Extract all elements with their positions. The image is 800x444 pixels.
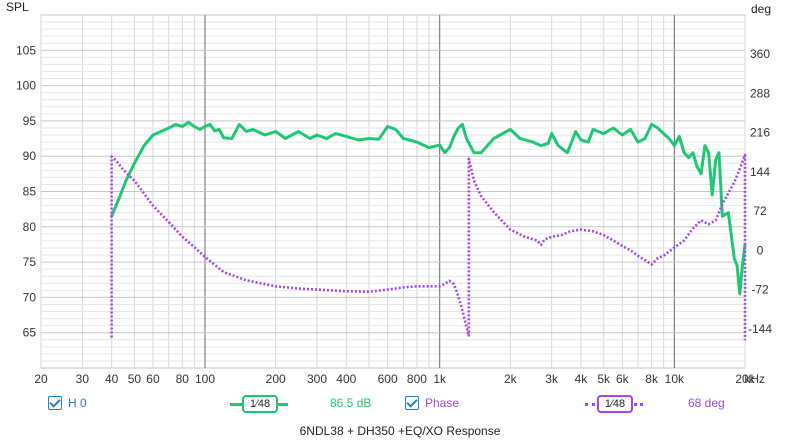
x-tick-label: 10k [665,372,685,386]
y-axis-ticks: 65 70 75 80 85 90 95 100 105 [16,43,36,339]
legend: H 0 1⁄48 86.5 dB Phase 1⁄48 68 deg [0,394,800,414]
y-axis-label: SPL [6,0,29,14]
y-tick-label: 85 [23,185,37,199]
y2-tick-label: 72 [753,204,767,218]
x-axis-unit: kHz [744,372,765,386]
h0-label: H 0 [68,396,87,410]
phase-series-line [467,153,747,341]
x-tick-label: 50 [128,372,142,386]
phase-checkbox[interactable] [405,396,419,410]
y-tick-label: 95 [23,114,37,128]
y2-axis-ticks: -144 -72 0 72 144 216 288 360 [748,47,772,336]
chart-title: 6NDL38 + DH350 +EQ/XO Response [299,424,501,438]
x-tick-label: 400 [336,372,356,386]
h-0-series-line [110,120,747,296]
x-tick-label: 20k [735,372,755,386]
y2-tick-label: 216 [750,126,770,140]
x-tick-label: 60 [146,372,160,386]
h0-smoothing-value: 1⁄48 [242,395,278,413]
phase-label: Phase [425,396,460,410]
x-tick-label: 80 [176,372,190,386]
h0-checkbox[interactable] [48,396,62,410]
x-tick-label: 40 [105,372,119,386]
y-tick-label: 70 [23,290,37,304]
x-tick-label: 3k [545,372,559,386]
major-grid [41,15,745,368]
x-tick-label: 1k [433,372,447,386]
y2-tick-label: 288 [750,86,770,100]
x-tick-label: 20 [34,372,48,386]
y-tick-label: 100 [16,79,36,93]
x-tick-label: 2k [504,372,518,386]
x-axis-ticks: 20 30 40 50 60 80 100 200 300 400 600 800 1k 2k 3k 4k 5k… [34,372,755,386]
series-group [110,120,747,341]
phase-smoothing-value: 1⁄48 [597,395,633,413]
x-tick-label: 8k [645,372,659,386]
phase-series-line [110,155,471,338]
x-tick-label: 800 [407,372,427,386]
phase-readout: 68 deg [688,396,725,410]
h0-smoothing-control[interactable]: 1⁄48 [230,395,288,413]
y-tick-label: 90 [23,149,37,163]
y-tick-label: 105 [16,43,36,57]
y-tick-label: 75 [23,255,37,269]
y2-tick-label: 144 [750,165,770,179]
x-tick-label: 30 [76,372,90,386]
y-tick-label: 65 [23,326,37,340]
phase-smoothing-control[interactable]: 1⁄48 [585,395,643,413]
x-tick-label: 300 [307,372,327,386]
x-tick-label: 4k [575,372,589,386]
x-tick-label: 5k [597,372,611,386]
y2-axis-label: deg [751,2,771,16]
y2-tick-label: -72 [751,283,769,297]
y2-tick-label: 360 [750,47,770,61]
y2-tick-label: 0 [757,243,764,257]
y2-tick-label: -144 [748,322,772,336]
x-tick-label: 200 [266,372,286,386]
y-tick-label: 80 [23,220,37,234]
x-tick-label: 6k [616,372,630,386]
x-tick-label: 600 [378,372,398,386]
h0-readout: 86.5 dB [330,396,372,410]
x-tick-label: 100 [195,372,215,386]
